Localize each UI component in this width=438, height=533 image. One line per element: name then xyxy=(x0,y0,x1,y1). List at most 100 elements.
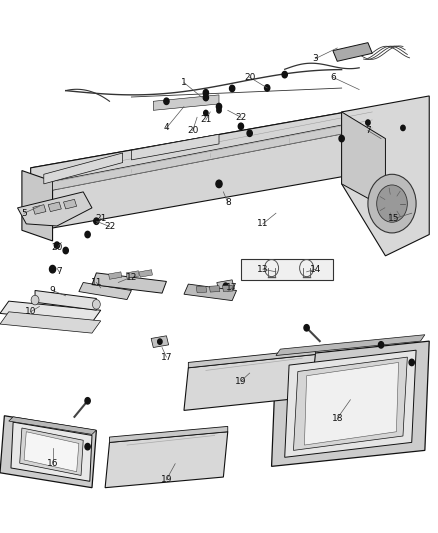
Circle shape xyxy=(304,325,309,331)
Polygon shape xyxy=(18,192,92,226)
Circle shape xyxy=(409,359,414,366)
Circle shape xyxy=(366,120,370,125)
Circle shape xyxy=(203,94,208,101)
Circle shape xyxy=(85,231,90,238)
Circle shape xyxy=(223,283,228,288)
Text: 20: 20 xyxy=(244,73,255,82)
Text: 20: 20 xyxy=(187,126,198,135)
Text: 16: 16 xyxy=(47,459,58,468)
Polygon shape xyxy=(109,272,122,279)
Text: 3: 3 xyxy=(312,54,318,63)
Polygon shape xyxy=(342,96,429,256)
Polygon shape xyxy=(153,95,219,110)
Circle shape xyxy=(94,218,99,224)
Polygon shape xyxy=(35,290,96,310)
Text: 18: 18 xyxy=(332,414,343,423)
Circle shape xyxy=(217,108,221,113)
Circle shape xyxy=(92,300,100,309)
Polygon shape xyxy=(223,285,233,292)
Text: 22: 22 xyxy=(235,113,247,122)
Text: 14: 14 xyxy=(310,265,321,273)
Polygon shape xyxy=(304,362,399,445)
Circle shape xyxy=(85,398,90,404)
Text: 19: 19 xyxy=(161,475,172,484)
Text: 15: 15 xyxy=(389,214,400,223)
Polygon shape xyxy=(0,301,101,322)
Circle shape xyxy=(63,247,68,254)
Text: 19: 19 xyxy=(235,377,247,385)
Text: 7: 7 xyxy=(365,126,371,135)
Polygon shape xyxy=(44,153,123,184)
Polygon shape xyxy=(64,199,77,209)
Circle shape xyxy=(54,242,60,248)
Polygon shape xyxy=(184,284,237,301)
Polygon shape xyxy=(31,107,377,232)
Text: 13: 13 xyxy=(257,265,268,273)
Polygon shape xyxy=(24,432,79,472)
Circle shape xyxy=(339,135,344,142)
Circle shape xyxy=(368,174,416,233)
Circle shape xyxy=(216,180,222,188)
Circle shape xyxy=(378,342,384,348)
Polygon shape xyxy=(184,354,315,410)
Circle shape xyxy=(49,265,56,273)
Polygon shape xyxy=(33,205,46,214)
Text: 21: 21 xyxy=(200,116,212,124)
Text: 1: 1 xyxy=(181,78,187,87)
Circle shape xyxy=(401,125,405,131)
Polygon shape xyxy=(48,202,61,212)
Polygon shape xyxy=(293,357,407,450)
Polygon shape xyxy=(22,171,53,241)
Circle shape xyxy=(265,85,270,91)
Circle shape xyxy=(216,103,222,110)
Text: 8: 8 xyxy=(225,198,231,207)
Polygon shape xyxy=(0,312,101,333)
Text: 6: 6 xyxy=(330,73,336,82)
Polygon shape xyxy=(9,417,96,434)
Polygon shape xyxy=(151,336,169,348)
Circle shape xyxy=(247,130,252,136)
Text: 11: 11 xyxy=(257,220,268,228)
Text: 20: 20 xyxy=(51,244,63,252)
Text: 5: 5 xyxy=(21,209,27,217)
Polygon shape xyxy=(188,349,315,368)
Text: 7: 7 xyxy=(56,268,62,276)
Polygon shape xyxy=(377,107,403,184)
Polygon shape xyxy=(272,341,429,466)
Polygon shape xyxy=(126,271,139,278)
Polygon shape xyxy=(139,270,152,277)
Text: 10: 10 xyxy=(25,308,36,316)
Circle shape xyxy=(230,85,235,92)
Polygon shape xyxy=(342,112,385,208)
Text: 12: 12 xyxy=(126,273,137,281)
Polygon shape xyxy=(276,335,425,356)
Text: 17: 17 xyxy=(161,353,172,361)
Text: 21: 21 xyxy=(95,214,106,223)
Polygon shape xyxy=(209,286,220,292)
Polygon shape xyxy=(105,432,228,488)
Text: 4: 4 xyxy=(164,124,169,132)
Circle shape xyxy=(158,339,162,344)
Text: 22: 22 xyxy=(104,222,115,231)
Polygon shape xyxy=(333,43,372,61)
Polygon shape xyxy=(196,286,207,293)
Text: 9: 9 xyxy=(49,286,56,295)
Polygon shape xyxy=(79,282,131,300)
Text: 17: 17 xyxy=(226,284,238,292)
Polygon shape xyxy=(11,422,92,481)
Circle shape xyxy=(164,98,169,104)
Polygon shape xyxy=(92,273,166,293)
Polygon shape xyxy=(53,120,368,190)
Polygon shape xyxy=(0,416,96,488)
Text: 11: 11 xyxy=(91,278,102,287)
Circle shape xyxy=(282,71,287,78)
Polygon shape xyxy=(31,107,394,189)
Circle shape xyxy=(31,295,39,305)
Polygon shape xyxy=(20,428,83,475)
Circle shape xyxy=(238,123,244,130)
Circle shape xyxy=(204,110,208,116)
Circle shape xyxy=(85,443,90,450)
Polygon shape xyxy=(241,259,333,280)
Polygon shape xyxy=(131,134,219,160)
Circle shape xyxy=(203,90,208,96)
